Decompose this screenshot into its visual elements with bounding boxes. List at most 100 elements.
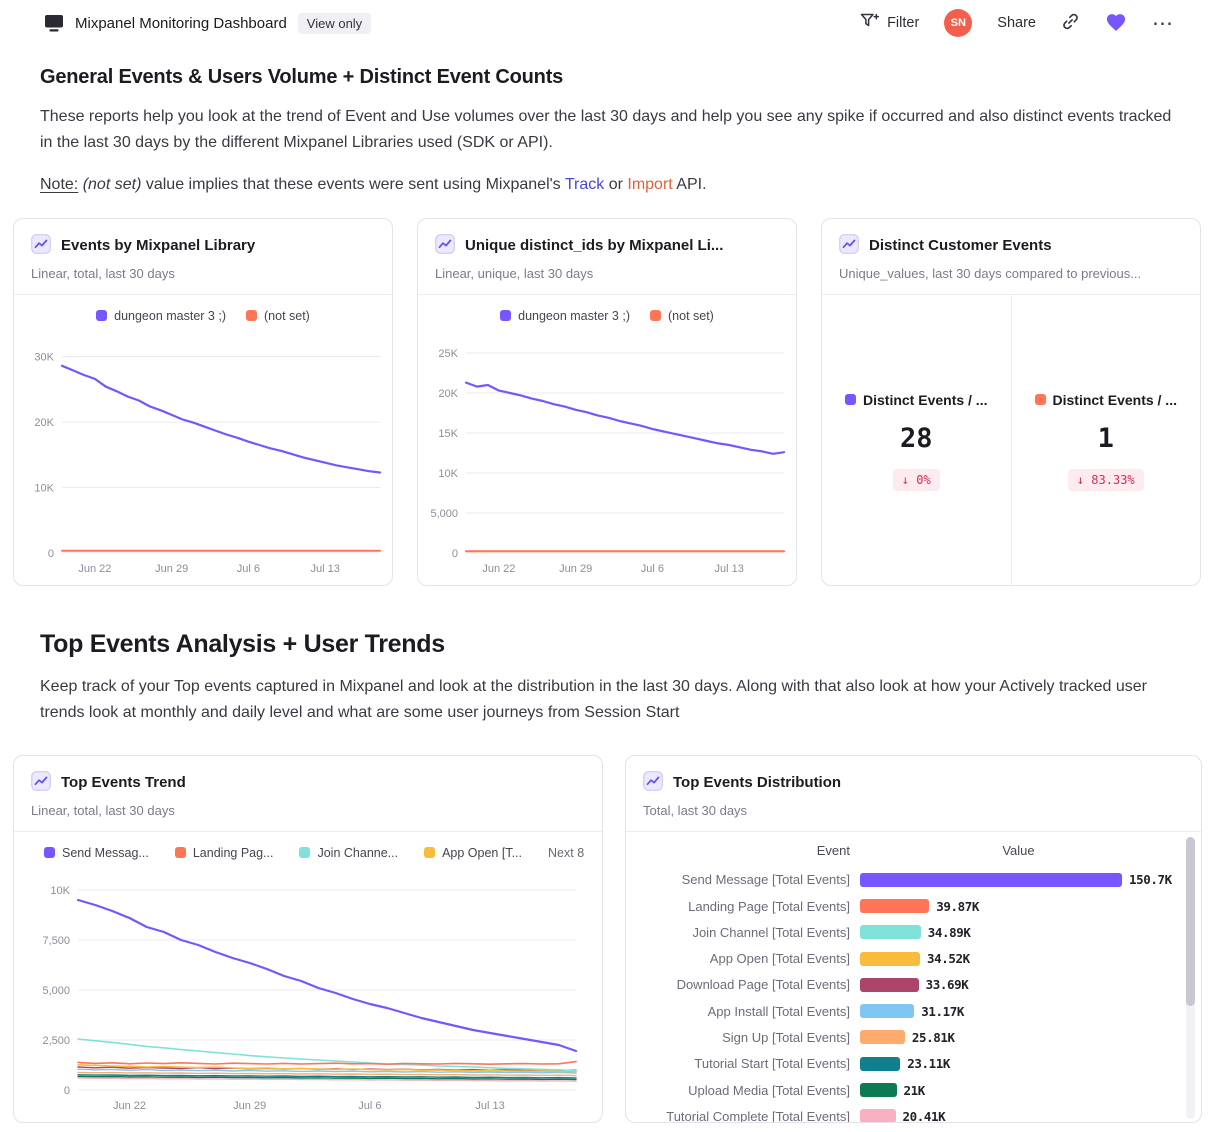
svg-text:Jun 29: Jun 29 bbox=[233, 1100, 266, 1112]
kpi-distinct-events-1[interactable]: Distinct Events / ... 28 ↓ 0% bbox=[822, 294, 1012, 585]
distribution-table: Event Value Send Message [Total Events] … bbox=[626, 832, 1201, 1122]
svg-text:20K: 20K bbox=[438, 388, 458, 400]
card-events-by-library: Events by Mixpanel Library Linear, total… bbox=[13, 217, 393, 586]
section-top-events-intro: Top Events Analysis + User Trends Keep t… bbox=[0, 630, 1215, 727]
link-icon bbox=[1061, 12, 1080, 34]
section-description: These reports help you look at the trend… bbox=[40, 108, 1172, 152]
table-row[interactable]: App Install [Total Events] 31.17K bbox=[642, 998, 1177, 1024]
svg-text:Jul 6: Jul 6 bbox=[641, 563, 664, 575]
svg-text:15K: 15K bbox=[438, 428, 458, 440]
import-link[interactable]: Import bbox=[627, 175, 673, 193]
insights-chart-icon bbox=[31, 770, 51, 795]
chart-legend: dungeon master 3 ;) (not set) bbox=[14, 295, 392, 329]
svg-text:10K: 10K bbox=[34, 482, 54, 494]
svg-text:0: 0 bbox=[48, 548, 54, 560]
table-row[interactable]: App Open [Total Events] 34.52K bbox=[642, 945, 1177, 971]
legend-label: Send Messag... bbox=[62, 845, 149, 860]
view-only-badge: View only bbox=[297, 12, 372, 34]
table-row[interactable]: Tutorial Complete [Total Events] 20.41K bbox=[642, 1103, 1177, 1122]
card-unique-distinct-ids: Unique distinct_ids by Mixpanel Li... Li… bbox=[417, 217, 797, 586]
insights-chart-icon bbox=[31, 234, 51, 258]
event-label: Join Channel [Total Events] bbox=[692, 924, 850, 940]
value-label: 20.41K bbox=[902, 1108, 946, 1123]
value-label: 21K bbox=[903, 1082, 926, 1098]
card-title: Top Events Distribution bbox=[673, 774, 842, 792]
card-subtitle: Linear, total, last 30 days bbox=[31, 265, 175, 281]
card-distinct-customer-events: Distinct Customer Events Unique_values, … bbox=[821, 217, 1201, 586]
event-label: Tutorial Start [Total Events] bbox=[694, 1056, 850, 1072]
svg-text:Jun 22: Jun 22 bbox=[113, 1100, 146, 1112]
kpi-distinct-events-2[interactable]: Distinct Events / ... 1 ↓ 83.33% bbox=[1012, 295, 1201, 585]
value-label: 34.52K bbox=[927, 951, 970, 967]
legend-item[interactable]: (not set) bbox=[650, 309, 714, 323]
filter-label: Filter bbox=[887, 15, 920, 31]
table-row[interactable]: Download Page [Total Events] 33.69K bbox=[642, 972, 1177, 998]
svg-text:20K: 20K bbox=[34, 417, 54, 429]
value-bar bbox=[860, 1056, 901, 1071]
kpi-label: Distinct Events / ... bbox=[1052, 391, 1177, 408]
table-scrollbar[interactable] bbox=[1186, 836, 1195, 1119]
value-bar bbox=[860, 977, 919, 992]
cards-row-1: Events by Mixpanel Library Linear, total… bbox=[0, 217, 1215, 586]
legend-swatch bbox=[424, 847, 436, 859]
value-label: 23.11K bbox=[907, 1056, 950, 1072]
share-button[interactable]: Share bbox=[997, 15, 1036, 31]
table-row[interactable]: Upload Media [Total Events] 21K bbox=[642, 1077, 1177, 1103]
legend-item[interactable]: Next 8 bbox=[548, 846, 584, 860]
event-label: Landing Page [Total Events] bbox=[688, 898, 850, 914]
legend-item[interactable]: (not set) bbox=[246, 309, 310, 323]
value-bar bbox=[860, 1109, 896, 1122]
card-subtitle: Total, last 30 days bbox=[643, 802, 748, 818]
kpi-label: Distinct Events / ... bbox=[863, 391, 988, 408]
chart-legend: dungeon master 3 ;) (not set) bbox=[418, 295, 796, 329]
copy-link-button[interactable] bbox=[1061, 12, 1080, 34]
avatar[interactable]: SN bbox=[944, 9, 973, 37]
card-title: Unique distinct_ids by Mixpanel Li... bbox=[465, 237, 724, 255]
table-row[interactable]: Send Message [Total Events] 150.7K bbox=[642, 867, 1177, 893]
track-link[interactable]: Track bbox=[564, 175, 605, 193]
more-menu-button[interactable]: ⋯ bbox=[1152, 11, 1173, 35]
event-label: Upload Media [Total Events] bbox=[688, 1082, 850, 1098]
unique-ids-line-chart[interactable]: 0 5,000 10K 15K 20K 25K Jun 22 Jun 29 Jul 6 Jul 1… bbox=[420, 329, 794, 577]
topbar: Mixpanel Monitoring Dashboard View only … bbox=[0, 0, 1215, 46]
kpi-change-badge: ↓ 83.33% bbox=[1067, 468, 1144, 491]
card-header: Distinct Customer Events Unique_values, … bbox=[822, 219, 1200, 295]
scrollbar-thumb[interactable] bbox=[1186, 836, 1195, 1006]
legend-label: App Open [T... bbox=[442, 845, 523, 860]
legend-item[interactable]: Send Messag... bbox=[44, 846, 149, 860]
cards-row-2: Top Events Trend Linear, total, last 30 … bbox=[0, 754, 1215, 1123]
value-label: 34.89K bbox=[927, 924, 971, 940]
card-subtitle: Linear, unique, last 30 days bbox=[435, 265, 594, 281]
legend-label: (not set) bbox=[264, 308, 310, 323]
kpi-value: 1 bbox=[1097, 422, 1114, 454]
legend-item[interactable]: dungeon master 3 ;) bbox=[96, 309, 226, 323]
note-label: Note: bbox=[40, 175, 79, 193]
kpi-swatch bbox=[1034, 394, 1046, 406]
legend-item[interactable]: Landing Pag... bbox=[174, 846, 273, 860]
note-or: or bbox=[608, 175, 623, 193]
table-row[interactable]: Tutorial Start [Total Events] 23.11K bbox=[642, 1051, 1177, 1077]
table-row[interactable]: Sign Up [Total Events] 25.81K bbox=[642, 1024, 1177, 1050]
chart-legend: Send Messag... Landing Pag... Join Chann… bbox=[14, 832, 602, 866]
favorite-button[interactable] bbox=[1105, 12, 1127, 35]
value-bar bbox=[860, 1004, 915, 1019]
legend-item[interactable]: dungeon master 3 ;) bbox=[500, 309, 630, 323]
table-row[interactable]: Landing Page [Total Events] 39.87K bbox=[642, 893, 1177, 919]
event-label: Sign Up [Total Events] bbox=[722, 1029, 850, 1045]
card-title: Events by Mixpanel Library bbox=[61, 237, 256, 255]
svg-text:Jul 13: Jul 13 bbox=[311, 563, 340, 575]
top-events-line-chart[interactable]: 0 2,500 5,000 7,500 10K Jun 22 Jun 29 Jul 6 Jul … bbox=[28, 866, 586, 1114]
legend-label: Join Channe... bbox=[317, 845, 399, 860]
filter-button[interactable]: Filter bbox=[860, 12, 919, 34]
svg-text:0: 0 bbox=[64, 1085, 70, 1097]
legend-item[interactable]: Join Channe... bbox=[299, 846, 398, 860]
events-line-chart[interactable]: 0 10K 20K 30K Jun 22 Jun 29 Jul 6 Jul 13 bbox=[16, 329, 390, 577]
note-end: API. bbox=[676, 175, 707, 193]
value-bar bbox=[860, 872, 1122, 887]
card-header: Unique distinct_ids by Mixpanel Li... Li… bbox=[418, 219, 796, 295]
kpi-change-badge: ↓ 0% bbox=[892, 468, 940, 491]
insights-chart-icon bbox=[435, 234, 455, 258]
card-header: Events by Mixpanel Library Linear, total… bbox=[14, 219, 392, 295]
table-row[interactable]: Join Channel [Total Events] 34.89K bbox=[642, 919, 1177, 945]
legend-item[interactable]: App Open [T... bbox=[424, 846, 522, 860]
